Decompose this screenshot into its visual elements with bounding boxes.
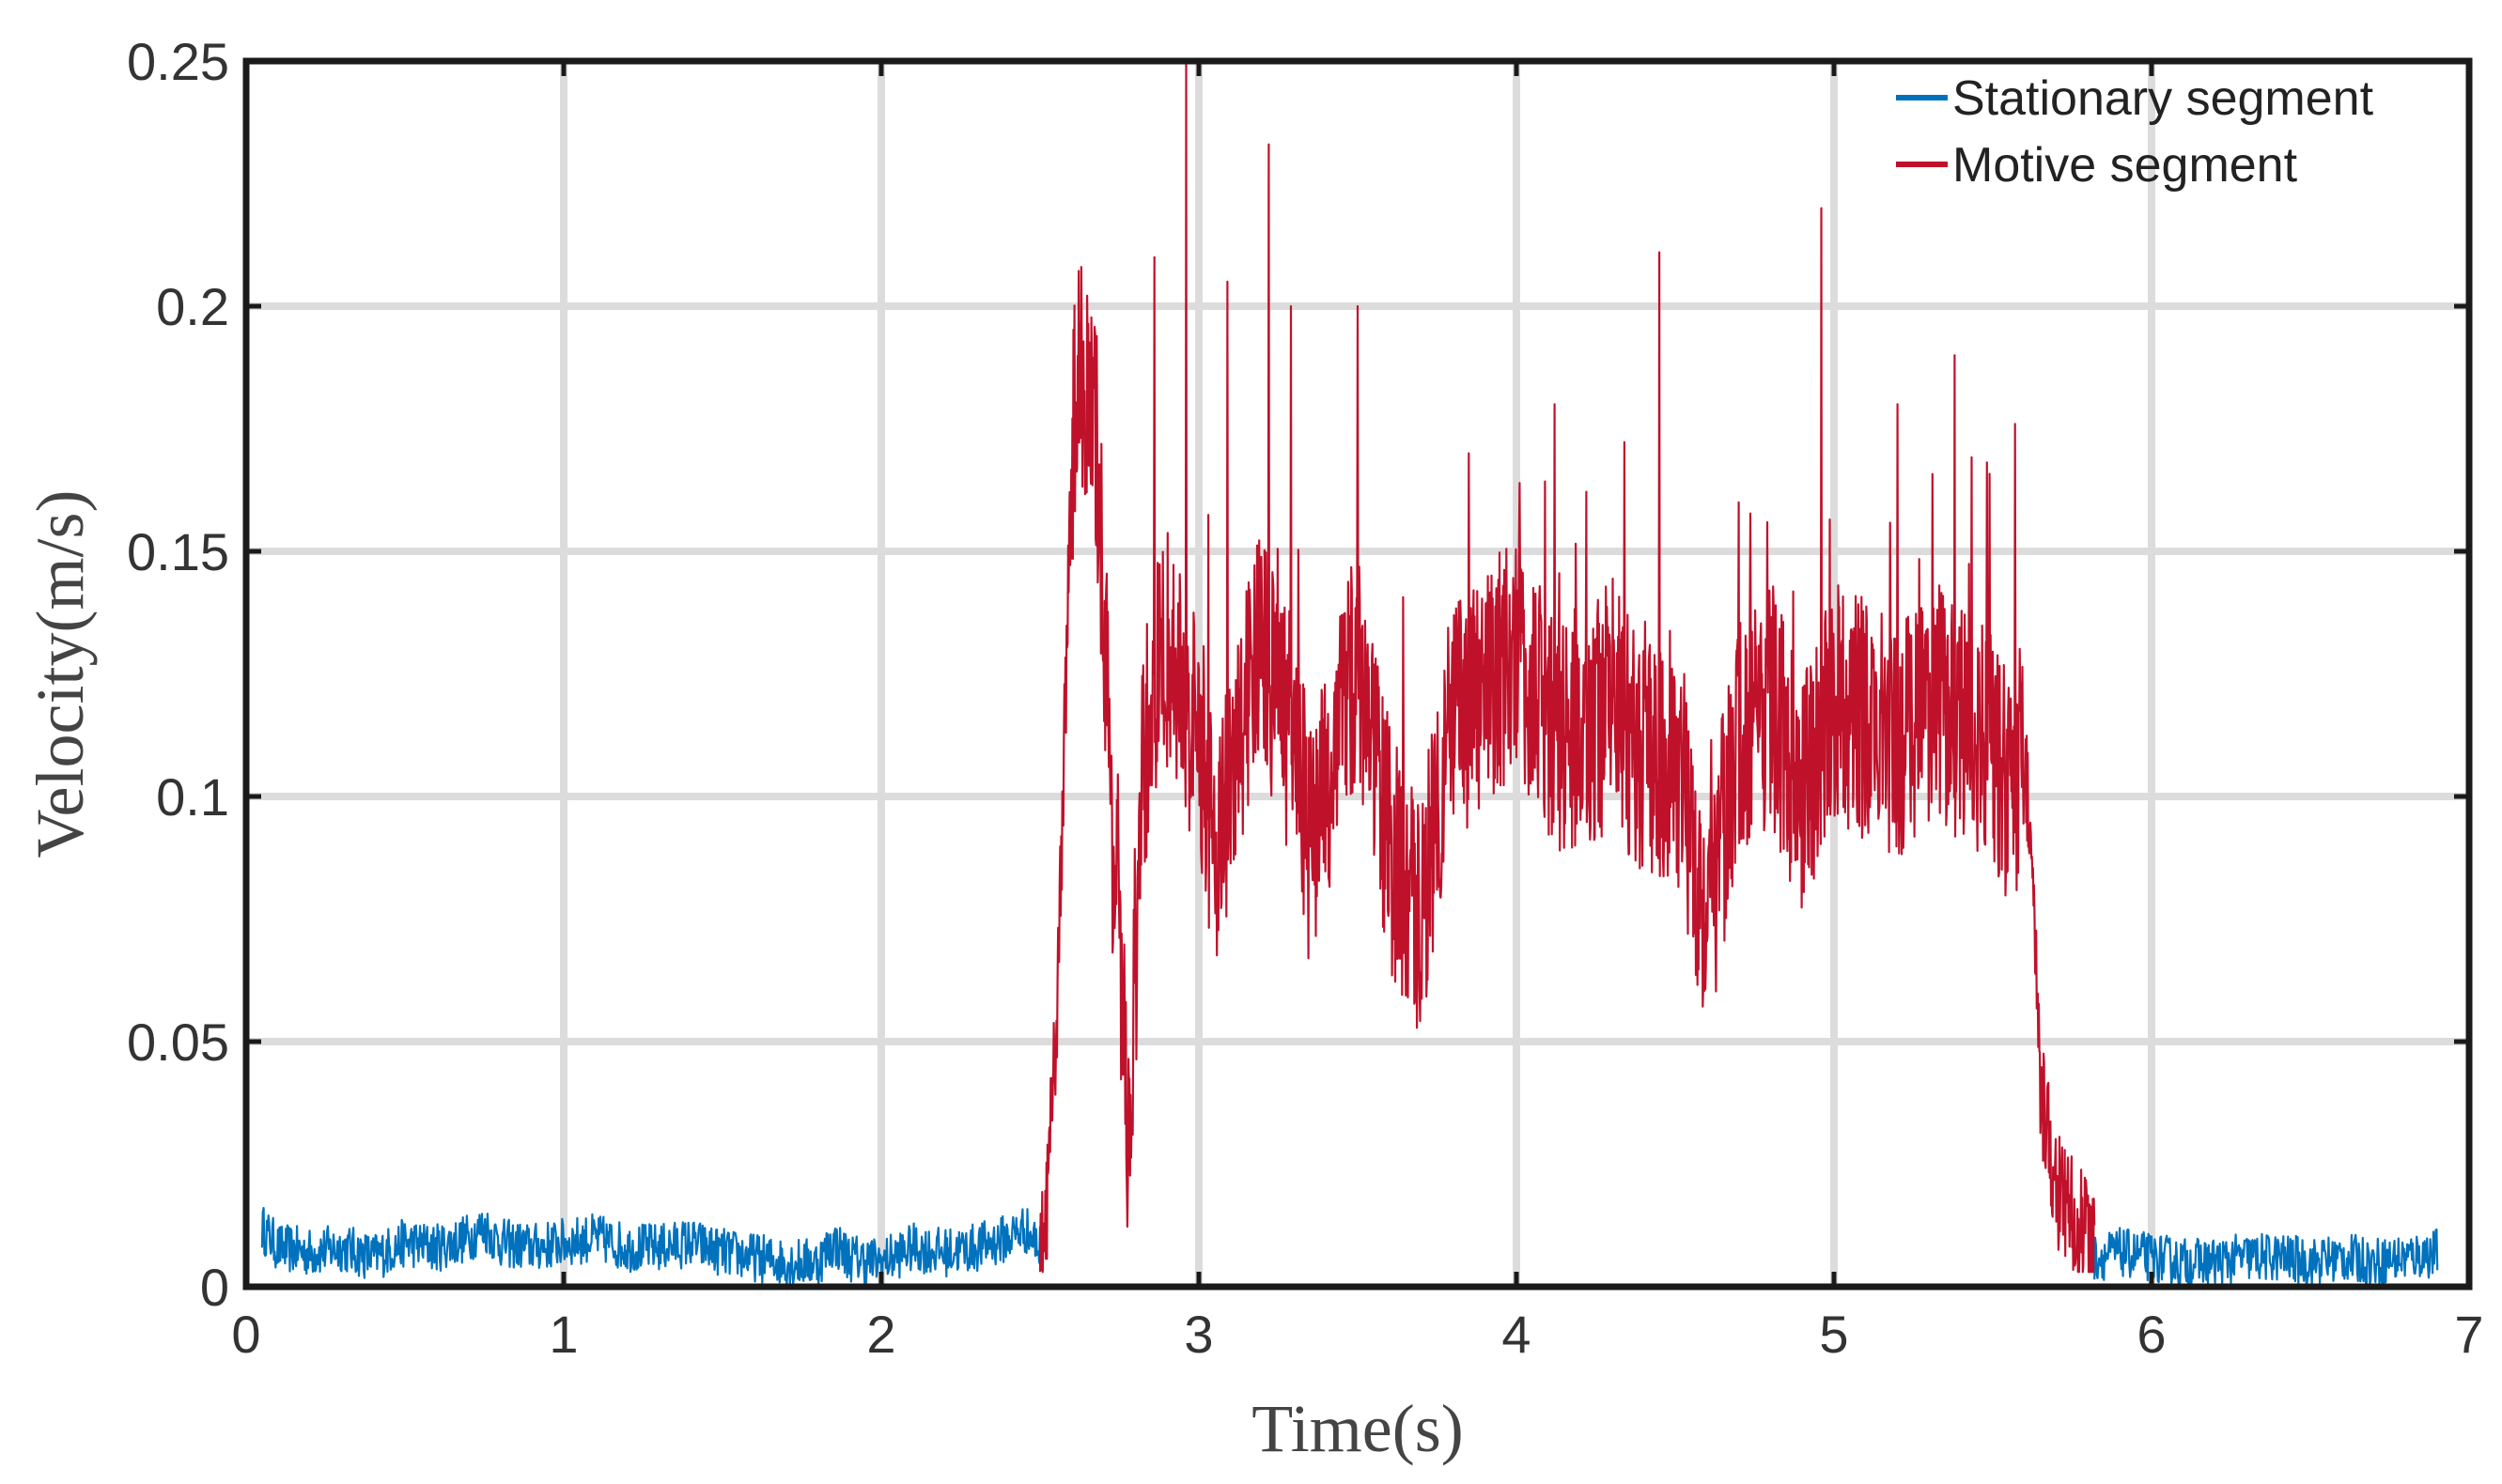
x-tick-label: 0 (231, 1305, 260, 1364)
y-tick-label: 0.05 (127, 1013, 229, 1072)
y-tick-label: 0.2 (156, 277, 229, 336)
x-tick-label: 7 (2454, 1305, 2483, 1364)
y-tick-label: 0.1 (156, 767, 229, 827)
legend-label-stationary: Stationary segment (1952, 71, 2374, 126)
x-tick-label: 4 (1501, 1305, 1531, 1364)
x-tick-label: 3 (1184, 1305, 1213, 1364)
y-axis-title: Velocity(m/s) (23, 490, 98, 858)
y-tick-label: 0.25 (127, 32, 229, 91)
y-tick-label: 0 (200, 1258, 229, 1317)
series-line-stationary (2093, 1227, 2439, 1286)
plot-frame (242, 57, 2473, 1291)
x-tick-label: 2 (866, 1305, 895, 1364)
series-line-stationary (260, 1207, 1042, 1286)
series-line-motive (1038, 59, 2096, 1274)
x-tick-label: 5 (1819, 1305, 1848, 1364)
x-tick-label: 1 (549, 1305, 578, 1364)
x-axis-title: Time(s) (1251, 1391, 1463, 1466)
plot-area (260, 59, 2439, 1286)
y-tick-label: 0.15 (127, 522, 229, 581)
legend: Stationary segment Motive segment (1896, 71, 2374, 193)
axis-ticks: 0 1 2 3 4 5 6 7 0 0.05 0.1 0.15 0.2 0.25 (127, 32, 2484, 1364)
legend-label-motive: Motive segment (1952, 138, 2298, 193)
x-tick-label: 6 (2137, 1305, 2166, 1364)
